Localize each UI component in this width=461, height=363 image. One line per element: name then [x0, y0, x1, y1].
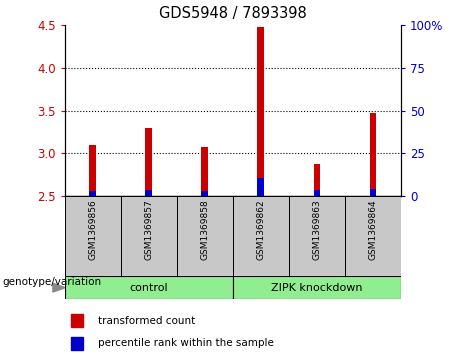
Bar — [258, 178, 264, 196]
Title: GDS5948 / 7893398: GDS5948 / 7893398 — [159, 7, 307, 21]
Bar — [177, 196, 233, 276]
Bar — [313, 190, 320, 196]
Text: control: control — [130, 283, 168, 293]
Bar — [233, 196, 289, 276]
Bar — [121, 196, 177, 276]
Text: GSM1369862: GSM1369862 — [256, 199, 266, 260]
Bar — [370, 189, 376, 196]
Bar — [89, 191, 96, 196]
Bar — [65, 196, 121, 276]
Bar — [201, 191, 208, 196]
Bar — [201, 147, 208, 196]
Text: GSM1369858: GSM1369858 — [200, 199, 209, 260]
Text: ZIPK knockdown: ZIPK knockdown — [271, 283, 363, 293]
Bar — [71, 314, 83, 327]
Bar — [89, 145, 96, 196]
Bar — [145, 128, 152, 196]
Text: GSM1369863: GSM1369863 — [313, 199, 321, 260]
Bar — [258, 27, 264, 196]
Bar — [370, 113, 376, 196]
Bar — [71, 337, 83, 350]
Text: GSM1369864: GSM1369864 — [368, 199, 378, 260]
Bar — [313, 164, 320, 196]
Text: GSM1369856: GSM1369856 — [88, 199, 97, 260]
Bar — [233, 276, 401, 299]
Text: GSM1369857: GSM1369857 — [144, 199, 153, 260]
Bar — [145, 190, 152, 196]
Bar — [345, 196, 401, 276]
Polygon shape — [53, 283, 65, 292]
Text: genotype/variation: genotype/variation — [2, 277, 101, 287]
Text: percentile rank within the sample: percentile rank within the sample — [98, 338, 274, 348]
Bar — [65, 276, 233, 299]
Text: transformed count: transformed count — [98, 316, 195, 326]
Bar — [289, 196, 345, 276]
